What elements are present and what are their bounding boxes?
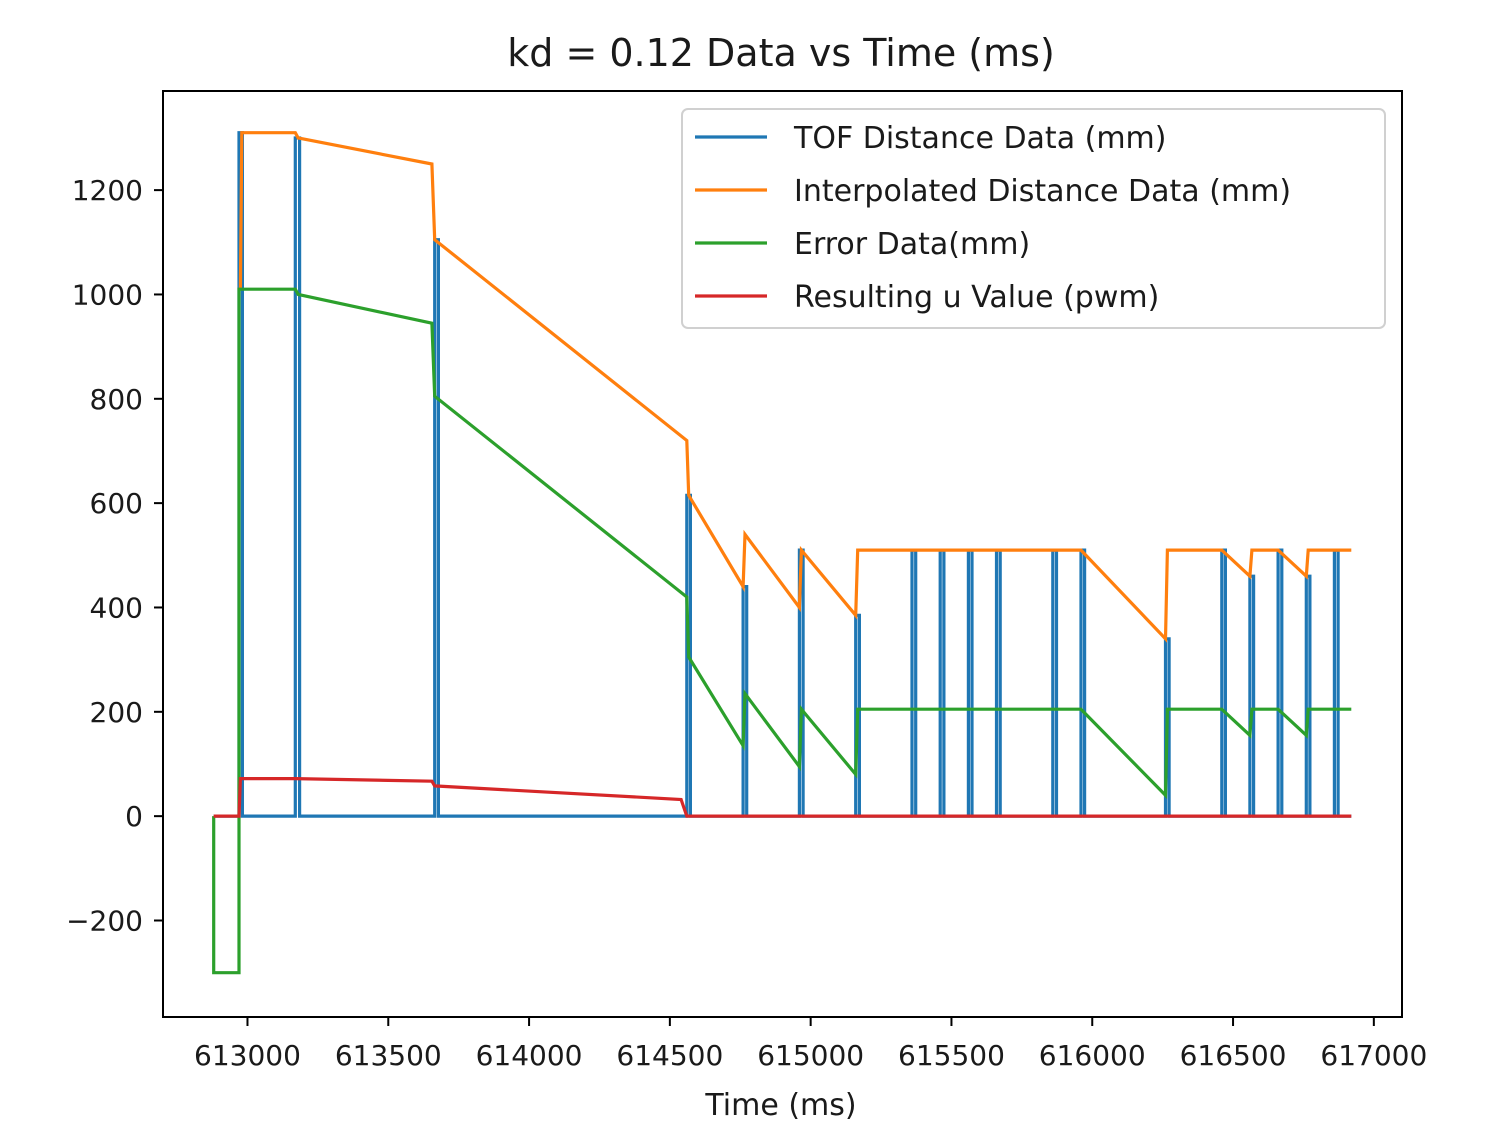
y-tick-label: 1000	[72, 278, 143, 311]
x-axis-title: Time (ms)	[704, 1088, 856, 1123]
chart-title: kd = 0.12 Data vs Time (ms)	[507, 31, 1055, 75]
plot-frame	[162, 90, 1403, 1018]
y-tick-label: 1200	[72, 174, 143, 207]
y-tick-label: 200	[90, 696, 143, 729]
x-tick-label: 614500	[616, 1039, 723, 1072]
legend-label: Resulting u Value (pwm)	[794, 280, 1159, 315]
x-tick-label: 615000	[757, 1039, 864, 1072]
legend-label: Error Data(mm)	[794, 227, 1030, 262]
y-tick-label: 600	[90, 487, 143, 520]
plot-area	[212, 131, 1352, 975]
x-tick-label: 616500	[1180, 1039, 1287, 1072]
y-tick-label: 400	[90, 591, 143, 624]
x-tick-label: 614000	[476, 1039, 583, 1072]
legend-label: TOF Distance Data (mm)	[793, 121, 1166, 156]
legend-box	[681, 108, 1386, 329]
x-tick-label: 616000	[1039, 1039, 1146, 1072]
y-tick-label: −200	[66, 904, 143, 937]
series-line-4	[213, 776, 1352, 818]
axes: 613000 613500 614000 614500 615000 615500 6160…	[66, 90, 1427, 1072]
legend: TOF Distance Data (mm) Interpolated Dista…	[681, 108, 1386, 329]
x-tick-label: 615500	[898, 1039, 1005, 1072]
series-line-3	[212, 287, 1352, 975]
x-tick-label: 613500	[335, 1039, 442, 1072]
legend-label: Interpolated Distance Data (mm)	[794, 174, 1291, 209]
y-tick-label: 800	[90, 383, 143, 416]
x-tick-label: 613000	[194, 1039, 301, 1072]
x-tick-label: 617000	[1320, 1039, 1427, 1072]
y-tick-label: 0	[125, 800, 143, 833]
series-line-2	[238, 131, 1352, 643]
